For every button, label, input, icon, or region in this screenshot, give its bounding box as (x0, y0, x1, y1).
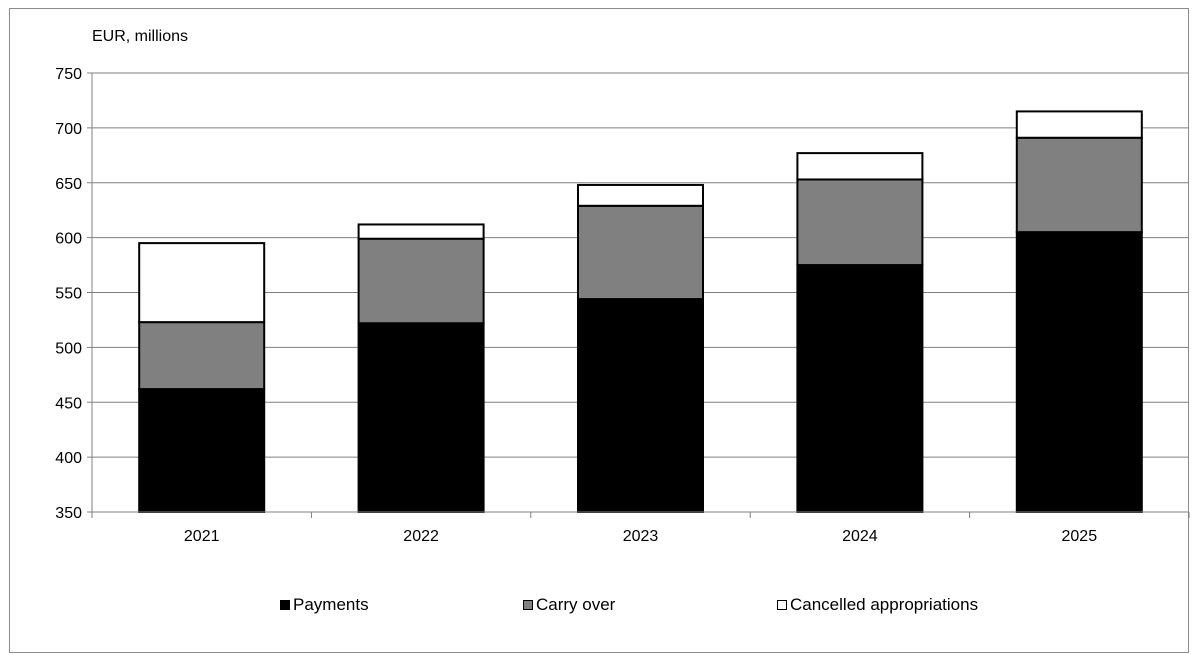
bar-2024-payments (796, 264, 924, 513)
legend: Payments Carry over Cancelled appropriatio… (0, 595, 1192, 619)
bar-2025-carry-over (1015, 136, 1143, 234)
bar-2023-cancelled-appropriations (577, 183, 704, 207)
axes (91, 73, 1190, 518)
legend-label: Carry over (536, 595, 616, 614)
bar-2023-payments (577, 298, 704, 513)
bar-2021-payments (138, 388, 266, 513)
bar-2022-cancelled-appropriations (357, 223, 485, 240)
legend-swatch (523, 600, 533, 610)
legend-item-cancelled-appropriations: Cancelled appropriations (777, 595, 978, 615)
bar-2024-cancelled-appropriations (796, 152, 924, 181)
y-tick-label: 600 (55, 231, 82, 248)
x-tick-label: 2023 (623, 528, 659, 545)
bar-2025-payments (1015, 231, 1143, 513)
x-tick-label: 2025 (1062, 528, 1098, 545)
y-tick-label: 500 (55, 340, 82, 357)
y-tick-label: 750 (55, 66, 82, 83)
y-tick-label: 550 (55, 286, 82, 303)
x-tick-label: 2024 (842, 528, 878, 545)
legend-label: Payments (293, 595, 369, 614)
legend-label: Cancelled appropriations (790, 595, 979, 614)
y-tick-label: 700 (55, 121, 82, 138)
bar-2022-carry-over (357, 237, 485, 325)
legend-item-payments: Payments (280, 595, 369, 615)
x-tick-label: 2022 (403, 528, 439, 545)
y-tick-label: 350 (55, 505, 82, 522)
bar-2021-carry-over (138, 321, 266, 391)
legend-swatch (280, 600, 290, 610)
y-axis-unit-label: EUR, millions (92, 28, 188, 45)
legend-swatch (777, 600, 787, 610)
y-tick-label: 650 (55, 176, 82, 193)
x-tick-labels: 2021 2022 2023 2024 2025 (184, 528, 1097, 545)
bar-2024-carry-over (796, 178, 924, 267)
bars (138, 110, 1143, 514)
x-tick-label: 2021 (184, 528, 220, 545)
y-tick-label: 400 (55, 450, 82, 467)
stacked-bar-chart: EUR, millions 350 400 450 500 550 600 650 700 75… (55, 28, 1190, 545)
y-tick-labels: 350 400 450 500 550 600 650 700 750 (55, 66, 82, 522)
legend-item-carry-over: Carry over (523, 595, 615, 615)
y-tick-label: 450 (55, 395, 82, 412)
bar-2023-carry-over (577, 204, 704, 301)
bar-2021-cancelled-appropriations (138, 242, 266, 324)
bar-2025-cancelled-appropriations (1015, 110, 1143, 139)
bar-2022-payments (357, 322, 485, 514)
